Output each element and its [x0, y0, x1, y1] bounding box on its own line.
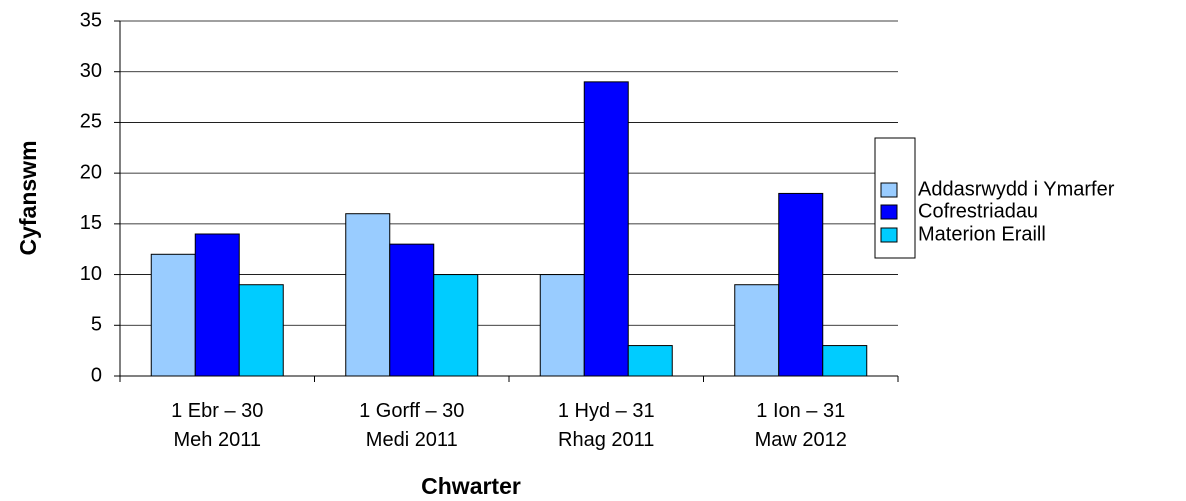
bar	[539, 274, 585, 377]
x-tick-label-line: Maw 2012	[755, 429, 847, 451]
x-tick-label: 1 Ion – 31 Maw 2012	[755, 400, 847, 451]
x-axis-title: Chwarter	[421, 473, 521, 499]
y-tick-label: 20	[80, 161, 102, 183]
y-tick-label: 30	[80, 60, 102, 82]
legend-swatch	[880, 182, 898, 198]
x-tick-label-line: 1 Hyd – 31	[558, 400, 655, 422]
bar	[822, 345, 868, 377]
x-tick-label: 1 Hyd – 31 Rhag 2011	[558, 400, 655, 451]
bar	[345, 213, 391, 377]
x-tick-label-line: Meh 2011	[174, 429, 261, 451]
bar	[238, 284, 284, 377]
x-tick-label-line: 1 Gorff – 30	[359, 400, 464, 422]
x-tick-label-line: 1 Ion – 31	[756, 400, 845, 422]
bar	[778, 192, 824, 377]
x-tick-label-line: Medi 2011	[366, 429, 458, 451]
x-tick-label-line: 1 Ebr – 30	[171, 400, 263, 422]
legend-swatch	[880, 227, 898, 243]
y-tick-label: 5	[91, 314, 102, 336]
bar	[433, 274, 479, 377]
y-tick-label: 0	[91, 364, 102, 386]
x-tick-label-line: Rhag 2011	[558, 429, 654, 451]
bar	[583, 81, 629, 377]
bar	[194, 233, 240, 377]
x-tick-label: 1 Ebr – 30 Meh 2011	[171, 400, 263, 451]
bar	[627, 345, 673, 377]
y-axis-title: Cyfanswm	[15, 140, 41, 255]
legend-swatch	[880, 204, 898, 220]
y-tick-label: 10	[80, 263, 102, 285]
bar	[150, 253, 196, 377]
legend-label: Materion Eraill	[918, 223, 1046, 245]
y-tick-label: 15	[80, 212, 102, 234]
legend-label: Cofrestriadau	[918, 200, 1038, 222]
y-tick-label: 35	[80, 9, 102, 31]
y-tick-label: 25	[80, 111, 102, 133]
legend-label: Addasrwydd i Ymarfer	[918, 178, 1115, 200]
bar	[389, 243, 435, 377]
x-tick-label: 1 Gorff – 30 Medi 2011	[359, 400, 464, 451]
bar	[734, 284, 780, 377]
